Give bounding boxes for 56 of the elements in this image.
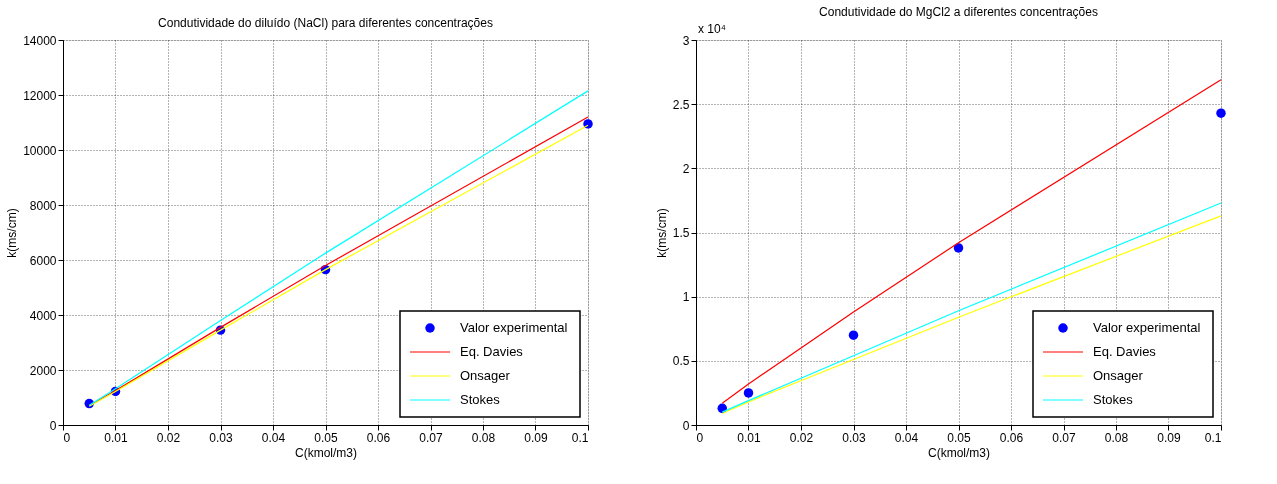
x-tick-label: 0.07 (419, 430, 443, 445)
x-tick-label: 0.1 (571, 430, 589, 445)
x-tick-label: 0.05 (314, 430, 338, 445)
x-tick-label: 0.04 (261, 430, 286, 445)
text: x 10⁴ (698, 22, 726, 36)
point (1216, 108, 1226, 118)
y-tick-label: 12000 (23, 88, 57, 103)
x-tick-label: 0.03 (209, 430, 233, 445)
legend-label: Valor experimental (460, 320, 568, 335)
x-tick-label: 0.05 (947, 430, 971, 445)
point (848, 330, 859, 340)
x-tick-label: 0 (696, 430, 704, 445)
x-tick-label: 0.01 (104, 430, 128, 445)
y-tick-label: 14000 (23, 33, 57, 48)
y-tick-label: 3 (682, 33, 690, 48)
x-tick-label: 0.09 (1157, 430, 1181, 445)
x-tick-label: 0.04 (894, 430, 919, 445)
y-tick-label: 0 (49, 418, 57, 433)
y-tick-label: 2000 (29, 363, 57, 378)
x-tick-label: 0.01 (737, 430, 761, 445)
y-tick-label: 0.5 (672, 354, 690, 369)
y-tick-label: 4000 (29, 308, 57, 323)
x-tick-label: 0.09 (524, 430, 548, 445)
x-tick-label: 0 (63, 430, 71, 445)
x-tick-label: 0.02 (156, 430, 181, 445)
legend-label: Stokes (1093, 392, 1134, 407)
x-tick-label: 0.08 (1104, 430, 1129, 445)
y-tick-label: 2 (682, 161, 690, 176)
y-tick-label: 0 (682, 418, 690, 433)
x-tick-label: 0.06 (999, 430, 1024, 445)
chart-title: Condutividade do diluído (NaCl) para diferentes concentrações (158, 16, 493, 30)
x-tick-label: 0.06 (366, 430, 391, 445)
y-tick-label: 10000 (23, 143, 57, 158)
x-tick-label: 0.1 (1204, 430, 1222, 445)
chart-title: Condutividade do MgCl2 a diferentes concentrações (819, 5, 1098, 19)
legend-label: Valor experimental (1093, 320, 1201, 335)
legend-label: Stokes (460, 392, 501, 407)
x-axis-title: C(kmol/m3) (928, 445, 990, 460)
y-axis-title: k(ms/cm) (5, 208, 20, 258)
legend-label: Onsager (460, 368, 511, 383)
y-tick-label: 1.5 (672, 226, 690, 240)
x-tick-label: 0.08 (471, 430, 496, 445)
x-tick-label: 0.02 (789, 430, 814, 445)
point (743, 388, 754, 398)
point (583, 119, 593, 129)
y-tick-label: 6000 (29, 253, 57, 268)
y-tick-label: 1 (682, 290, 690, 305)
y-axis-title: k(ms/cm) (654, 208, 669, 258)
legend-label: Eq. Davies (1093, 344, 1157, 359)
x-axis-title: C(kmol/m3) (295, 445, 357, 460)
y-tick-label: 2.5 (672, 97, 690, 112)
legend-label: Onsager (1093, 368, 1144, 383)
x-tick-label: 0.03 (842, 430, 866, 445)
legend-label: Eq. Davies (460, 344, 524, 359)
y-tick-label: 8000 (29, 198, 57, 213)
x-tick-label: 0.07 (1052, 430, 1076, 445)
